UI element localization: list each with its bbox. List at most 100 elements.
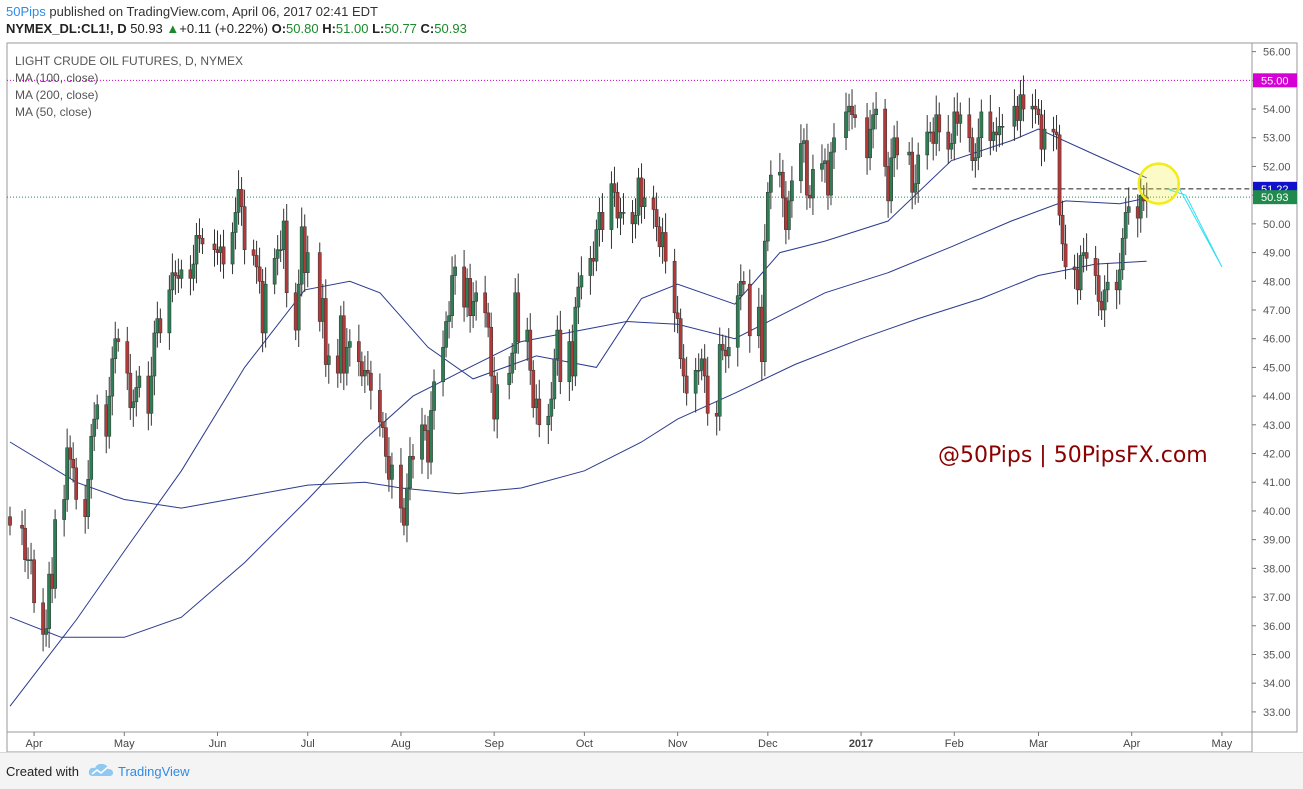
price-axis[interactable]	[1251, 42, 1298, 733]
candle	[967, 97, 972, 153]
candle-body	[257, 266, 262, 282]
candle	[95, 394, 100, 430]
candle	[1093, 245, 1098, 295]
candle-body	[723, 349, 728, 357]
candle	[284, 204, 289, 308]
candle	[152, 320, 157, 396]
candle	[420, 407, 424, 474]
price-tick-label: 38.00	[1263, 563, 1291, 575]
tradingview-link[interactable]: TradingView	[118, 764, 190, 779]
candle-body	[173, 272, 178, 276]
candle-body	[426, 430, 430, 463]
price-tick-label: 52.00	[1263, 161, 1291, 173]
candle	[1063, 224, 1068, 280]
candle-body	[411, 456, 415, 460]
candle	[651, 185, 656, 229]
change-arrow-icon: ▲	[166, 21, 180, 36]
candle	[684, 356, 689, 406]
last-price: 50.93	[130, 21, 163, 36]
price-tick-label: 33.00	[1263, 707, 1291, 719]
chart-legend: LIGHT CRUDE OIL FUTURES, D, NYMEX MA (10…	[15, 54, 243, 119]
candle	[871, 102, 875, 149]
candle-body	[50, 573, 54, 589]
candle	[275, 235, 280, 276]
candle-body	[275, 249, 280, 259]
candle	[600, 193, 605, 242]
candle	[588, 245, 593, 295]
time-tick-label: Feb	[945, 738, 964, 750]
price-tick-label: 54.00	[1263, 104, 1291, 116]
candle	[910, 137, 915, 210]
candle	[347, 329, 352, 367]
candle	[344, 328, 349, 386]
candle-body	[781, 171, 785, 199]
high-value: 51.00	[335, 21, 369, 36]
candle	[633, 198, 638, 239]
candle-body	[360, 361, 364, 377]
open-label: O:	[271, 21, 287, 36]
time-tick-label: Nov	[668, 738, 688, 750]
candle-body	[639, 177, 644, 207]
candle	[254, 240, 259, 284]
candle-body	[1075, 269, 1080, 291]
candle-body	[636, 177, 641, 216]
candle-body	[236, 189, 241, 213]
candle-body	[323, 298, 328, 365]
candle-body	[152, 332, 157, 377]
candle-body	[408, 456, 412, 489]
candle	[89, 423, 94, 499]
candle	[366, 351, 370, 386]
candle	[302, 214, 307, 292]
candle-body	[1096, 275, 1101, 302]
candle	[705, 356, 710, 426]
candle-body	[263, 283, 268, 334]
candle-body	[104, 404, 109, 437]
candle-body	[925, 131, 930, 156]
author-link[interactable]: 50Pips	[6, 4, 46, 19]
candle	[781, 159, 785, 218]
candle	[489, 312, 494, 393]
candle-body	[62, 499, 66, 520]
candle	[471, 282, 475, 329]
candle	[360, 351, 364, 387]
candle	[92, 402, 97, 451]
publish-text: published on TradingView.com, April 06, …	[45, 4, 378, 19]
candle	[233, 197, 238, 250]
candle-body	[74, 467, 79, 500]
candle-body	[537, 398, 542, 426]
candle	[230, 222, 235, 275]
current-price-label: 50.93	[1261, 192, 1289, 204]
time-axis[interactable]	[6, 731, 1253, 752]
time-tick-label: May	[114, 738, 135, 750]
candle	[390, 452, 394, 499]
candle-body	[128, 372, 133, 408]
candle	[338, 305, 343, 384]
candle	[170, 253, 175, 303]
candle-body	[68, 447, 73, 460]
candle-body	[949, 143, 954, 150]
candle-body	[89, 436, 94, 480]
price-tick-label: 34.00	[1263, 678, 1291, 690]
candle-body	[681, 358, 686, 377]
candle-body	[591, 258, 596, 262]
candle-body	[832, 137, 836, 153]
candle-body	[158, 318, 163, 334]
candle-body	[865, 117, 869, 159]
chart-header: 50Pips published on TradingView.com, Apr…	[0, 0, 1303, 40]
candle-body	[525, 329, 530, 342]
candle-body	[363, 370, 367, 377]
plot-area[interactable]	[6, 42, 1253, 733]
candle-body	[784, 197, 788, 230]
candle	[326, 343, 331, 384]
candle-body	[651, 197, 656, 210]
price-chart[interactable]: 33.00 34.00 35.00 36.00 37.00 38.00 39.00 40.00…	[0, 0, 1303, 752]
candle-body	[191, 263, 196, 279]
price-tick-label: 53.00	[1263, 133, 1291, 145]
candle	[1051, 116, 1056, 152]
candle	[68, 435, 73, 479]
candle	[1084, 233, 1089, 271]
candle	[958, 102, 963, 143]
candle	[991, 121, 996, 151]
candle	[618, 197, 623, 236]
legend-ma200: MA (200, close)	[15, 88, 98, 102]
